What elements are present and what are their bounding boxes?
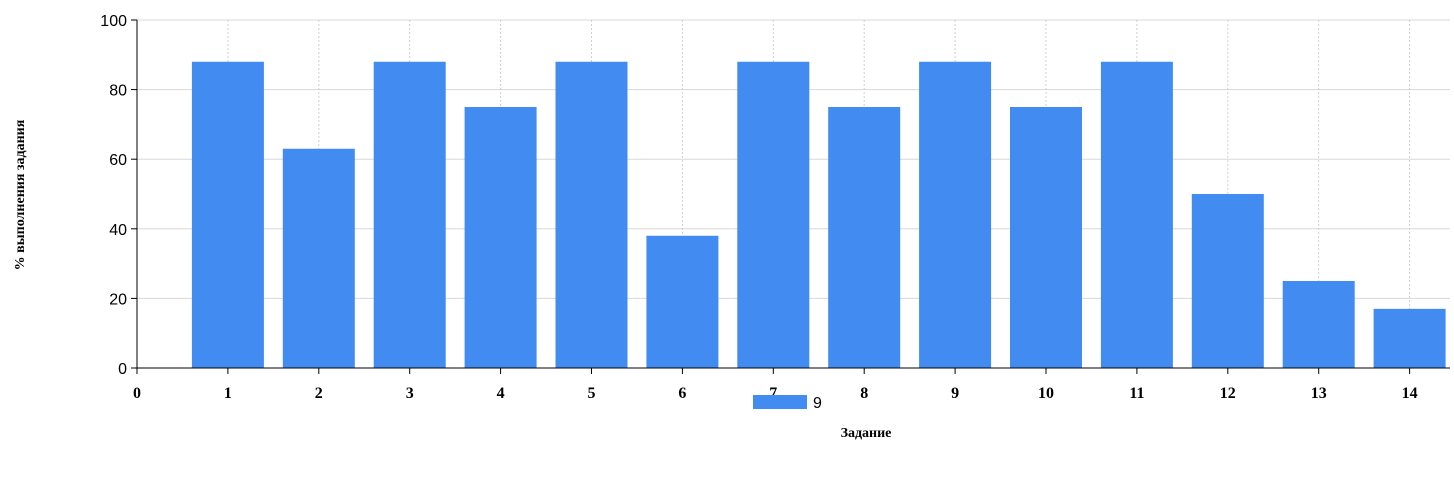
- y-tick-label: 60: [109, 152, 127, 169]
- bar[interactable]: [1010, 107, 1082, 368]
- bar[interactable]: [283, 149, 355, 368]
- y-tick-label: 100: [100, 13, 127, 30]
- x-tick-label: 0: [133, 385, 141, 402]
- x-tick-label: 2: [315, 385, 323, 402]
- y-tick-label: 80: [109, 83, 127, 100]
- bar[interactable]: [737, 62, 809, 368]
- x-tick-label: 14: [1402, 385, 1418, 402]
- bar[interactable]: [556, 62, 628, 368]
- bar[interactable]: [192, 62, 264, 368]
- legend[interactable]: 9: [753, 395, 822, 412]
- legend-swatch: [753, 395, 807, 409]
- x-tick-label: 5: [588, 385, 596, 402]
- bar[interactable]: [1101, 62, 1173, 368]
- x-tick-label: 12: [1220, 385, 1236, 402]
- x-tick-label: 9: [951, 385, 959, 402]
- y-tick-label: 20: [109, 291, 127, 308]
- legend-label: 9: [813, 395, 822, 412]
- x-tick-label: 8: [860, 385, 868, 402]
- bar[interactable]: [919, 62, 991, 368]
- x-tick-label: 11: [1129, 385, 1144, 402]
- y-tick-label: 0: [118, 361, 127, 378]
- bar[interactable]: [1283, 281, 1355, 368]
- bar[interactable]: [646, 236, 718, 368]
- x-tick-label: 6: [678, 385, 686, 402]
- bars: [192, 62, 1446, 368]
- bar[interactable]: [828, 107, 900, 368]
- x-tick-label: 4: [497, 385, 505, 402]
- bar[interactable]: [1192, 194, 1264, 368]
- y-tick-label: 40: [109, 222, 127, 239]
- bar[interactable]: [1374, 309, 1446, 368]
- x-tick-label: 10: [1038, 385, 1054, 402]
- x-tick-label: 13: [1311, 385, 1327, 402]
- x-tick-label: 3: [406, 385, 414, 402]
- bar[interactable]: [465, 107, 537, 368]
- x-tick-label: 1: [224, 385, 232, 402]
- x-axis-title: Задание: [841, 426, 892, 441]
- y-ticks: 0 20 40 60 80 100: [100, 13, 137, 378]
- bar[interactable]: [374, 62, 446, 368]
- y-axis-title: % выполнения задания: [13, 119, 28, 270]
